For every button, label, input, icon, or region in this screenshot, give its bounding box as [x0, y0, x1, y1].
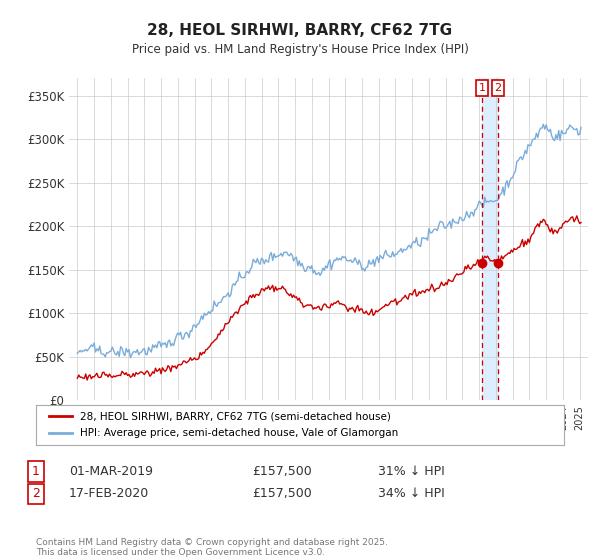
- Bar: [482, 78, 498, 400]
- Text: £157,500: £157,500: [252, 487, 312, 501]
- Legend: 28, HEOL SIRHWI, BARRY, CF62 7TG (semi-detached house), HPI: Average price, semi: 28, HEOL SIRHWI, BARRY, CF62 7TG (semi-d…: [44, 407, 404, 444]
- Text: 2: 2: [494, 83, 502, 93]
- Text: 1: 1: [479, 83, 485, 93]
- Text: 28, HEOL SIRHWI, BARRY, CF62 7TG: 28, HEOL SIRHWI, BARRY, CF62 7TG: [148, 24, 452, 38]
- Text: 31% ↓ HPI: 31% ↓ HPI: [378, 465, 445, 478]
- Text: Price paid vs. HM Land Registry's House Price Index (HPI): Price paid vs. HM Land Registry's House …: [131, 43, 469, 56]
- Text: 1: 1: [32, 465, 40, 478]
- Text: 17-FEB-2020: 17-FEB-2020: [69, 487, 149, 501]
- Text: 34% ↓ HPI: 34% ↓ HPI: [378, 487, 445, 501]
- Text: 2: 2: [32, 487, 40, 501]
- Text: Contains HM Land Registry data © Crown copyright and database right 2025.
This d: Contains HM Land Registry data © Crown c…: [36, 538, 388, 557]
- Text: £157,500: £157,500: [252, 465, 312, 478]
- Text: 01-MAR-2019: 01-MAR-2019: [69, 465, 153, 478]
